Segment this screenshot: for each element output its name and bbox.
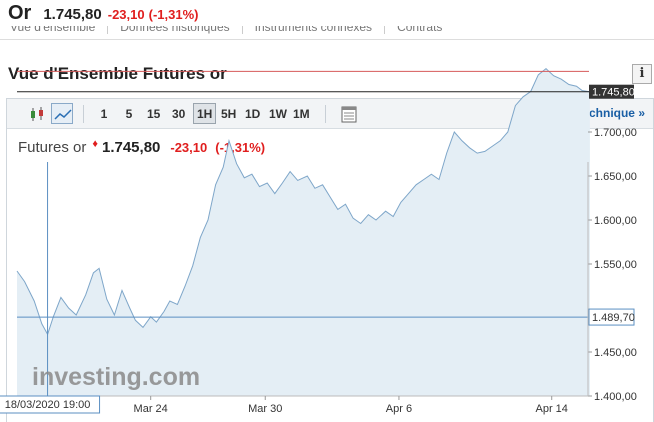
y-tick-label: 1.450,00 [594,347,637,359]
quote-change: -23,10 [170,140,208,155]
header-change: -23,10 [107,7,145,22]
instrument-subnav: Vue d'ensemble Données historiques Instr… [0,26,654,40]
candlestick-icon[interactable] [25,103,47,124]
down-arrow-icon: ♦ [92,138,98,150]
last-price-tag-label: 1.745,80 [592,87,635,99]
header-price: 1.745,80 [43,6,102,23]
timeframe-1h[interactable]: 1H [193,103,217,124]
toolbar-divider [325,105,326,123]
subnav-related[interactable]: Instruments connexes [241,26,372,34]
quote-price: 1.745,80 [101,139,161,156]
timeframe-1w[interactable]: 1W [269,107,287,121]
toolbar-divider [83,105,84,123]
timeframe-1[interactable]: 1 [100,107,108,121]
last-price-tag [589,84,634,99]
subnav-historical[interactable]: Données historiques [107,26,230,34]
settings-table-icon[interactable] [337,103,359,124]
quote-name: Futures or [18,139,87,156]
crosshair-y-tag [588,308,635,326]
y-tick-label: 1.400,00 [594,391,637,403]
top-price-bar: Or 1.745,80 -23,10 (-1,31%) [0,0,654,26]
x-tick-label: Mar 24 [134,403,168,415]
timeframe-30[interactable]: 30 [172,107,186,121]
timeframe-15[interactable]: 15 [147,107,161,121]
crosshair-x-tag [0,395,101,414]
timeframe-5[interactable]: 5 [125,107,133,121]
section-title: Vue d'Ensemble Futures or [8,64,227,83]
chart-quote: Futures or ♦ 1.745,80 -23,10 (-1,31%) [18,138,273,156]
timeframe-5h[interactable]: 5H [221,107,237,121]
timeframe-1m[interactable]: 1M [293,107,310,121]
series-line [16,67,590,336]
watermark-logo: investing.com [32,363,200,391]
y-tick-label: 1.700,00 [594,127,637,139]
y-tick-label: 1.650,00 [594,171,637,183]
y-tick-label: 1.550,00 [594,259,637,271]
x-tick-label: Apr 6 [386,403,412,415]
subnav-contracts[interactable]: Contrats [384,26,442,34]
area-chart-icon[interactable] [51,103,73,124]
header-change-pct: (-1,31%) [148,7,199,22]
instrument-symbol: Or [8,2,32,24]
y-tick-label: 1.600,00 [594,215,637,227]
timeframe-1d[interactable]: 1D [245,107,261,121]
subnav-overview[interactable]: Vue d'ensemble [10,26,96,34]
series-area [17,68,590,396]
info-icon[interactable]: i [632,64,652,84]
x-tick-label: Mar 30 [248,403,282,415]
crosshair-y-tag-label: 1.489,70 [592,312,635,324]
crosshair-x-tag-label: 18/03/2020 19:00 [5,399,91,411]
x-tick-label: Apr 14 [536,403,568,415]
